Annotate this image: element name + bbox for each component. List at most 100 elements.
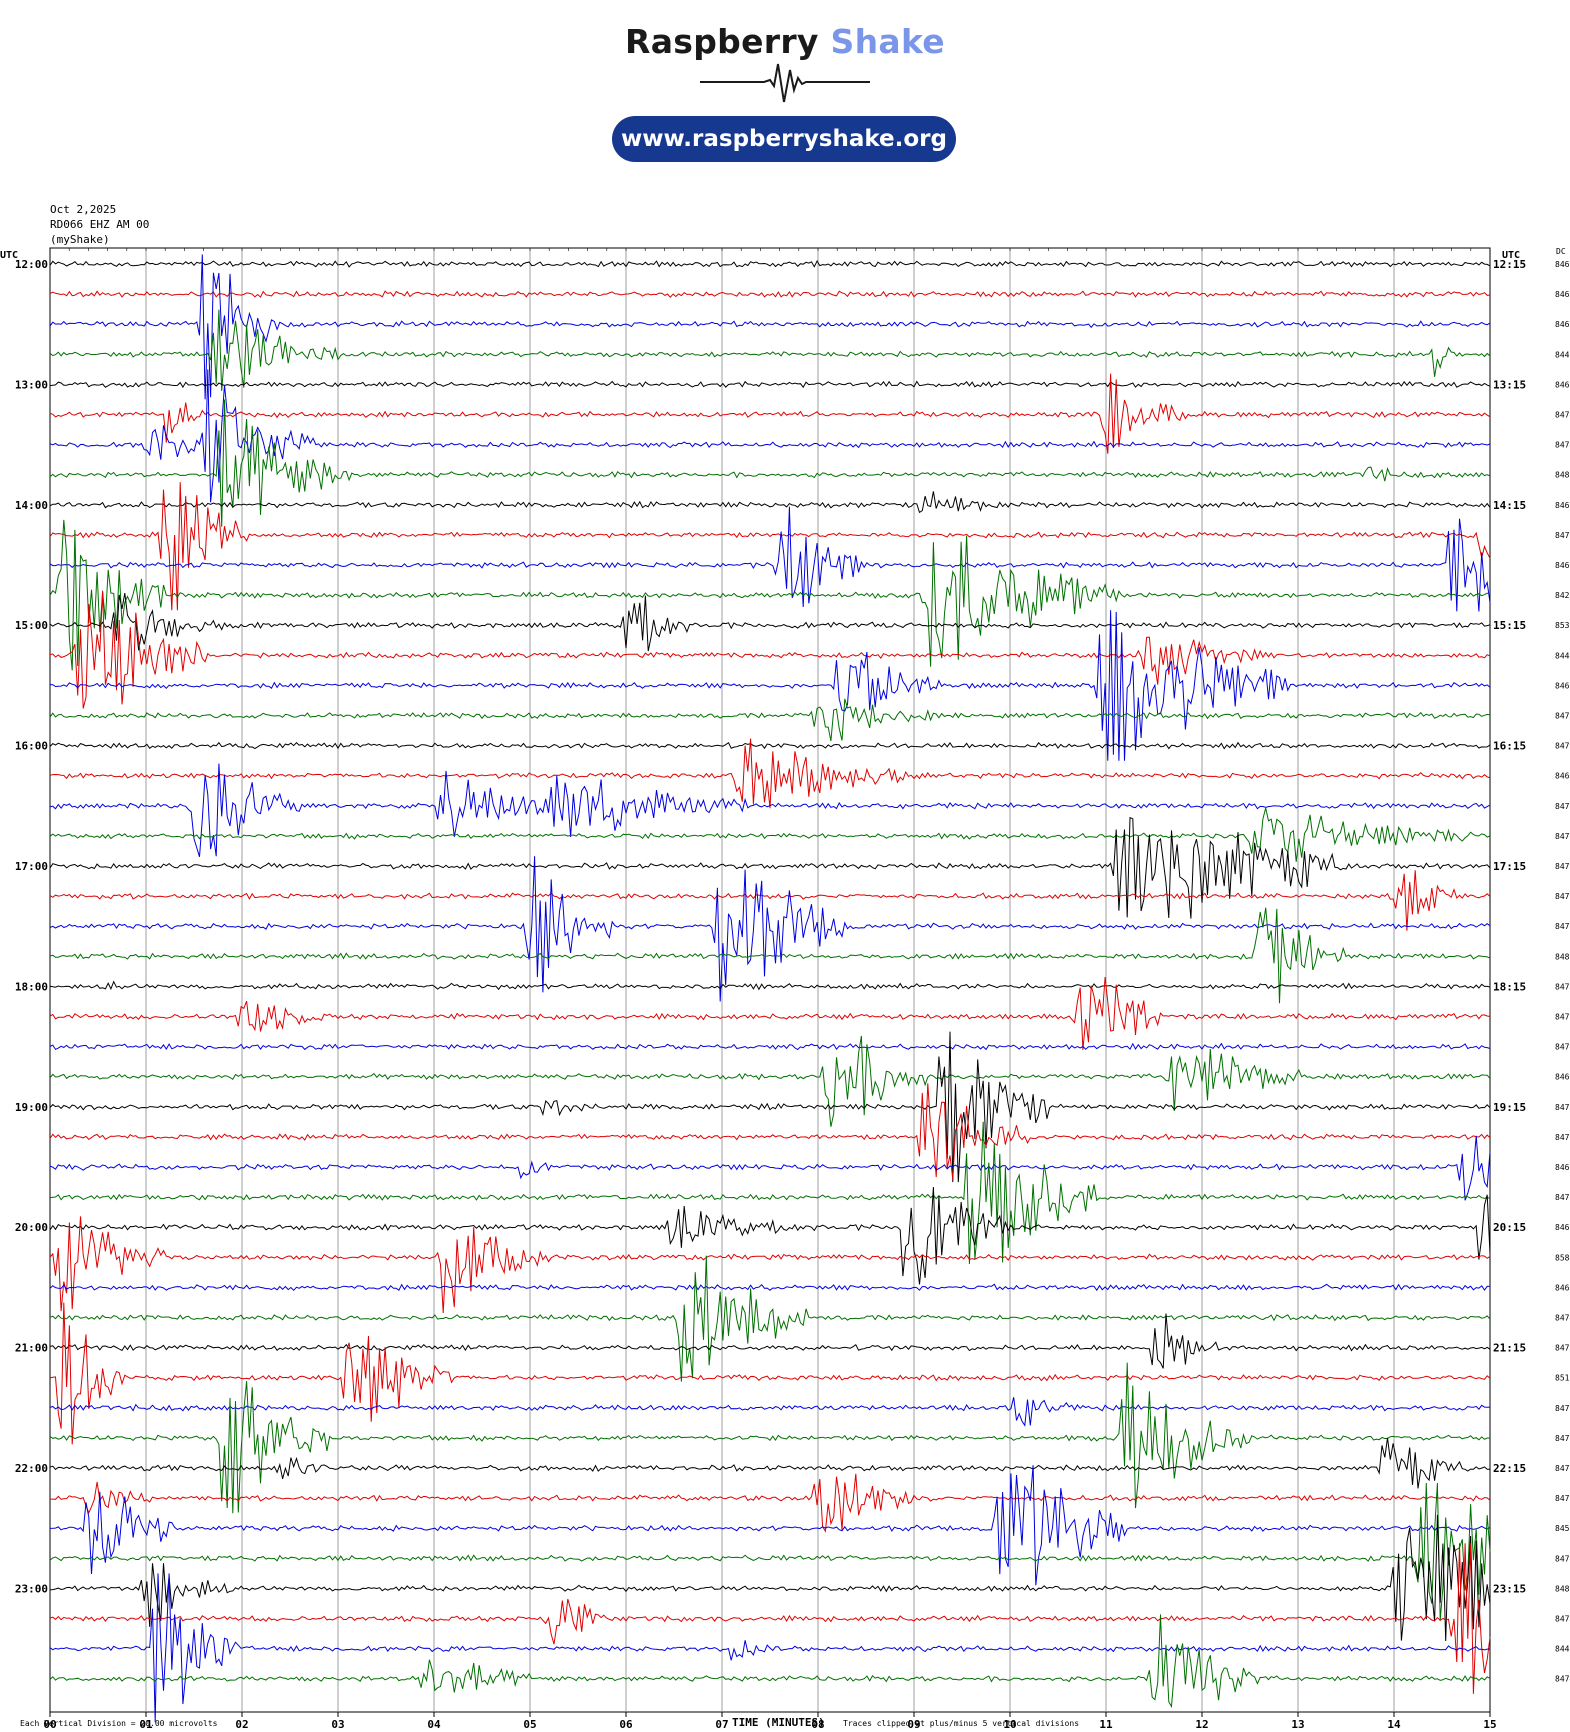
dc-value: 8444: [1555, 651, 1570, 660]
trace-row-29: [49, 1083, 1491, 1180]
trace-row-15: [49, 698, 1491, 742]
trace-row-34: [49, 1283, 1491, 1292]
dc-value: 8479: [1555, 1494, 1570, 1503]
right-hour-label: 18:15: [1493, 980, 1526, 993]
trace-row-5: [49, 373, 1491, 454]
dc-value: 8485: [1555, 952, 1570, 961]
right-hour-label: 14:15: [1493, 499, 1526, 512]
right-hour-label: 16:15: [1493, 740, 1526, 753]
trace-row-24: [49, 980, 1491, 991]
dc-value: 8469: [1555, 1163, 1570, 1172]
dc-value: 8460: [1555, 501, 1570, 510]
chart-grid: [49, 247, 1491, 1717]
trace-row-2: [49, 254, 1491, 400]
left-hour-label: 20:00: [15, 1221, 48, 1234]
vertical-division-note: Each Vertical Division = 20.00 microvolt…: [20, 1719, 218, 1728]
dc-value: 8473: [1555, 832, 1570, 841]
x-tick-label: 02: [235, 1718, 248, 1731]
dc-value: 8445: [1555, 1645, 1570, 1654]
dc-title: DC: [1556, 247, 1566, 256]
trace-rows: [49, 254, 1491, 1723]
x-tick-label: 12: [1195, 1718, 1208, 1731]
trace-row-20: [49, 816, 1491, 919]
right-hour-label: 20:15: [1493, 1221, 1526, 1234]
dc-value: 8473: [1555, 411, 1570, 420]
dc-value: 8473: [1555, 1193, 1570, 1202]
trace-row-43: [49, 1482, 1491, 1621]
x-tick-label: 09: [907, 1718, 920, 1731]
dc-value: 8469: [1555, 681, 1570, 690]
trace-row-28: [49, 1031, 1491, 1183]
dc-value: 8465: [1555, 1223, 1570, 1232]
trace-row-45: [49, 1543, 1491, 1694]
trace-row-25: [49, 976, 1491, 1051]
trace-row-9: [49, 482, 1491, 611]
right-hour-label: 13:15: [1493, 378, 1526, 391]
right-hour-label: 22:15: [1493, 1462, 1526, 1475]
dc-value: 8465: [1555, 561, 1570, 570]
dc-value: 8469: [1555, 1283, 1570, 1292]
dc-value: 8532: [1555, 621, 1570, 630]
trace-row-0: [49, 259, 1491, 268]
dc-value: 8447: [1555, 350, 1570, 359]
trace-row-21: [49, 870, 1491, 931]
dc-value: 8425: [1555, 591, 1570, 600]
seismogram-logo-icon: [700, 63, 870, 103]
x-tick-label: 13: [1291, 1718, 1304, 1731]
trace-row-4: [49, 380, 1491, 389]
trace-row-18: [49, 763, 1491, 857]
trace-row-31: [49, 1121, 1491, 1265]
left-hour-label: 19:00: [15, 1101, 48, 1114]
x-axis-label: TIME (MINUTES): [732, 1716, 825, 1729]
right-hour-label: 19:15: [1493, 1101, 1526, 1114]
trace-row-33: [49, 1216, 1491, 1314]
left-hour-label: 13:00: [15, 378, 48, 391]
x-tick-label: 00: [43, 1718, 56, 1731]
dc-value: 8477: [1555, 1464, 1570, 1473]
left-hour-label: 14:00: [15, 499, 48, 512]
website-link[interactable]: www.raspberryshake.org: [612, 116, 956, 162]
station-id: RD066 EHZ AM 00: [50, 218, 150, 231]
left-hour-label: 12:00: [15, 258, 48, 271]
left-hour-label: 21:00: [15, 1342, 48, 1355]
trace-row-7: [49, 399, 1491, 527]
trace-row-27: [49, 1035, 1491, 1127]
trace-row-35: [49, 1255, 1491, 1382]
dc-value: 8466: [1555, 380, 1570, 389]
dc-value: 8460: [1555, 1073, 1570, 1082]
trace-row-13: [49, 590, 1491, 709]
trace-row-6: [49, 369, 1491, 503]
trace-row-10: [49, 506, 1491, 612]
trace-row-46: [49, 1573, 1491, 1723]
dc-value: 8475: [1555, 1434, 1570, 1443]
x-tick-label: 07: [715, 1718, 728, 1731]
trace-row-36: [49, 1313, 1491, 1369]
x-tick-label: 15: [1483, 1718, 1496, 1731]
trace-row-38: [49, 1397, 1491, 1427]
trace-row-42: [49, 1465, 1491, 1586]
trace-row-41: [50, 1473, 1491, 1533]
data-source: (myShake): [50, 233, 110, 246]
x-tick-label: 03: [331, 1718, 344, 1731]
x-tick-label: 10: [1003, 1718, 1016, 1731]
chart-frame: [49, 247, 1491, 1713]
x-tick-label: 01: [139, 1718, 153, 1731]
dc-value: 8473: [1555, 922, 1570, 931]
trace-row-37: [49, 1302, 1491, 1445]
left-hour-label: 17:00: [15, 860, 48, 873]
brand-name-part2: Shake: [830, 22, 945, 61]
right-hour-label: 12:15: [1493, 258, 1526, 271]
x-tick-label: 04: [427, 1718, 441, 1731]
dc-value: 8476: [1555, 982, 1570, 991]
trace-row-12: [49, 593, 1491, 652]
left-hour-label: 15:00: [15, 619, 48, 632]
right-axis-title: UTC: [1502, 250, 1520, 261]
